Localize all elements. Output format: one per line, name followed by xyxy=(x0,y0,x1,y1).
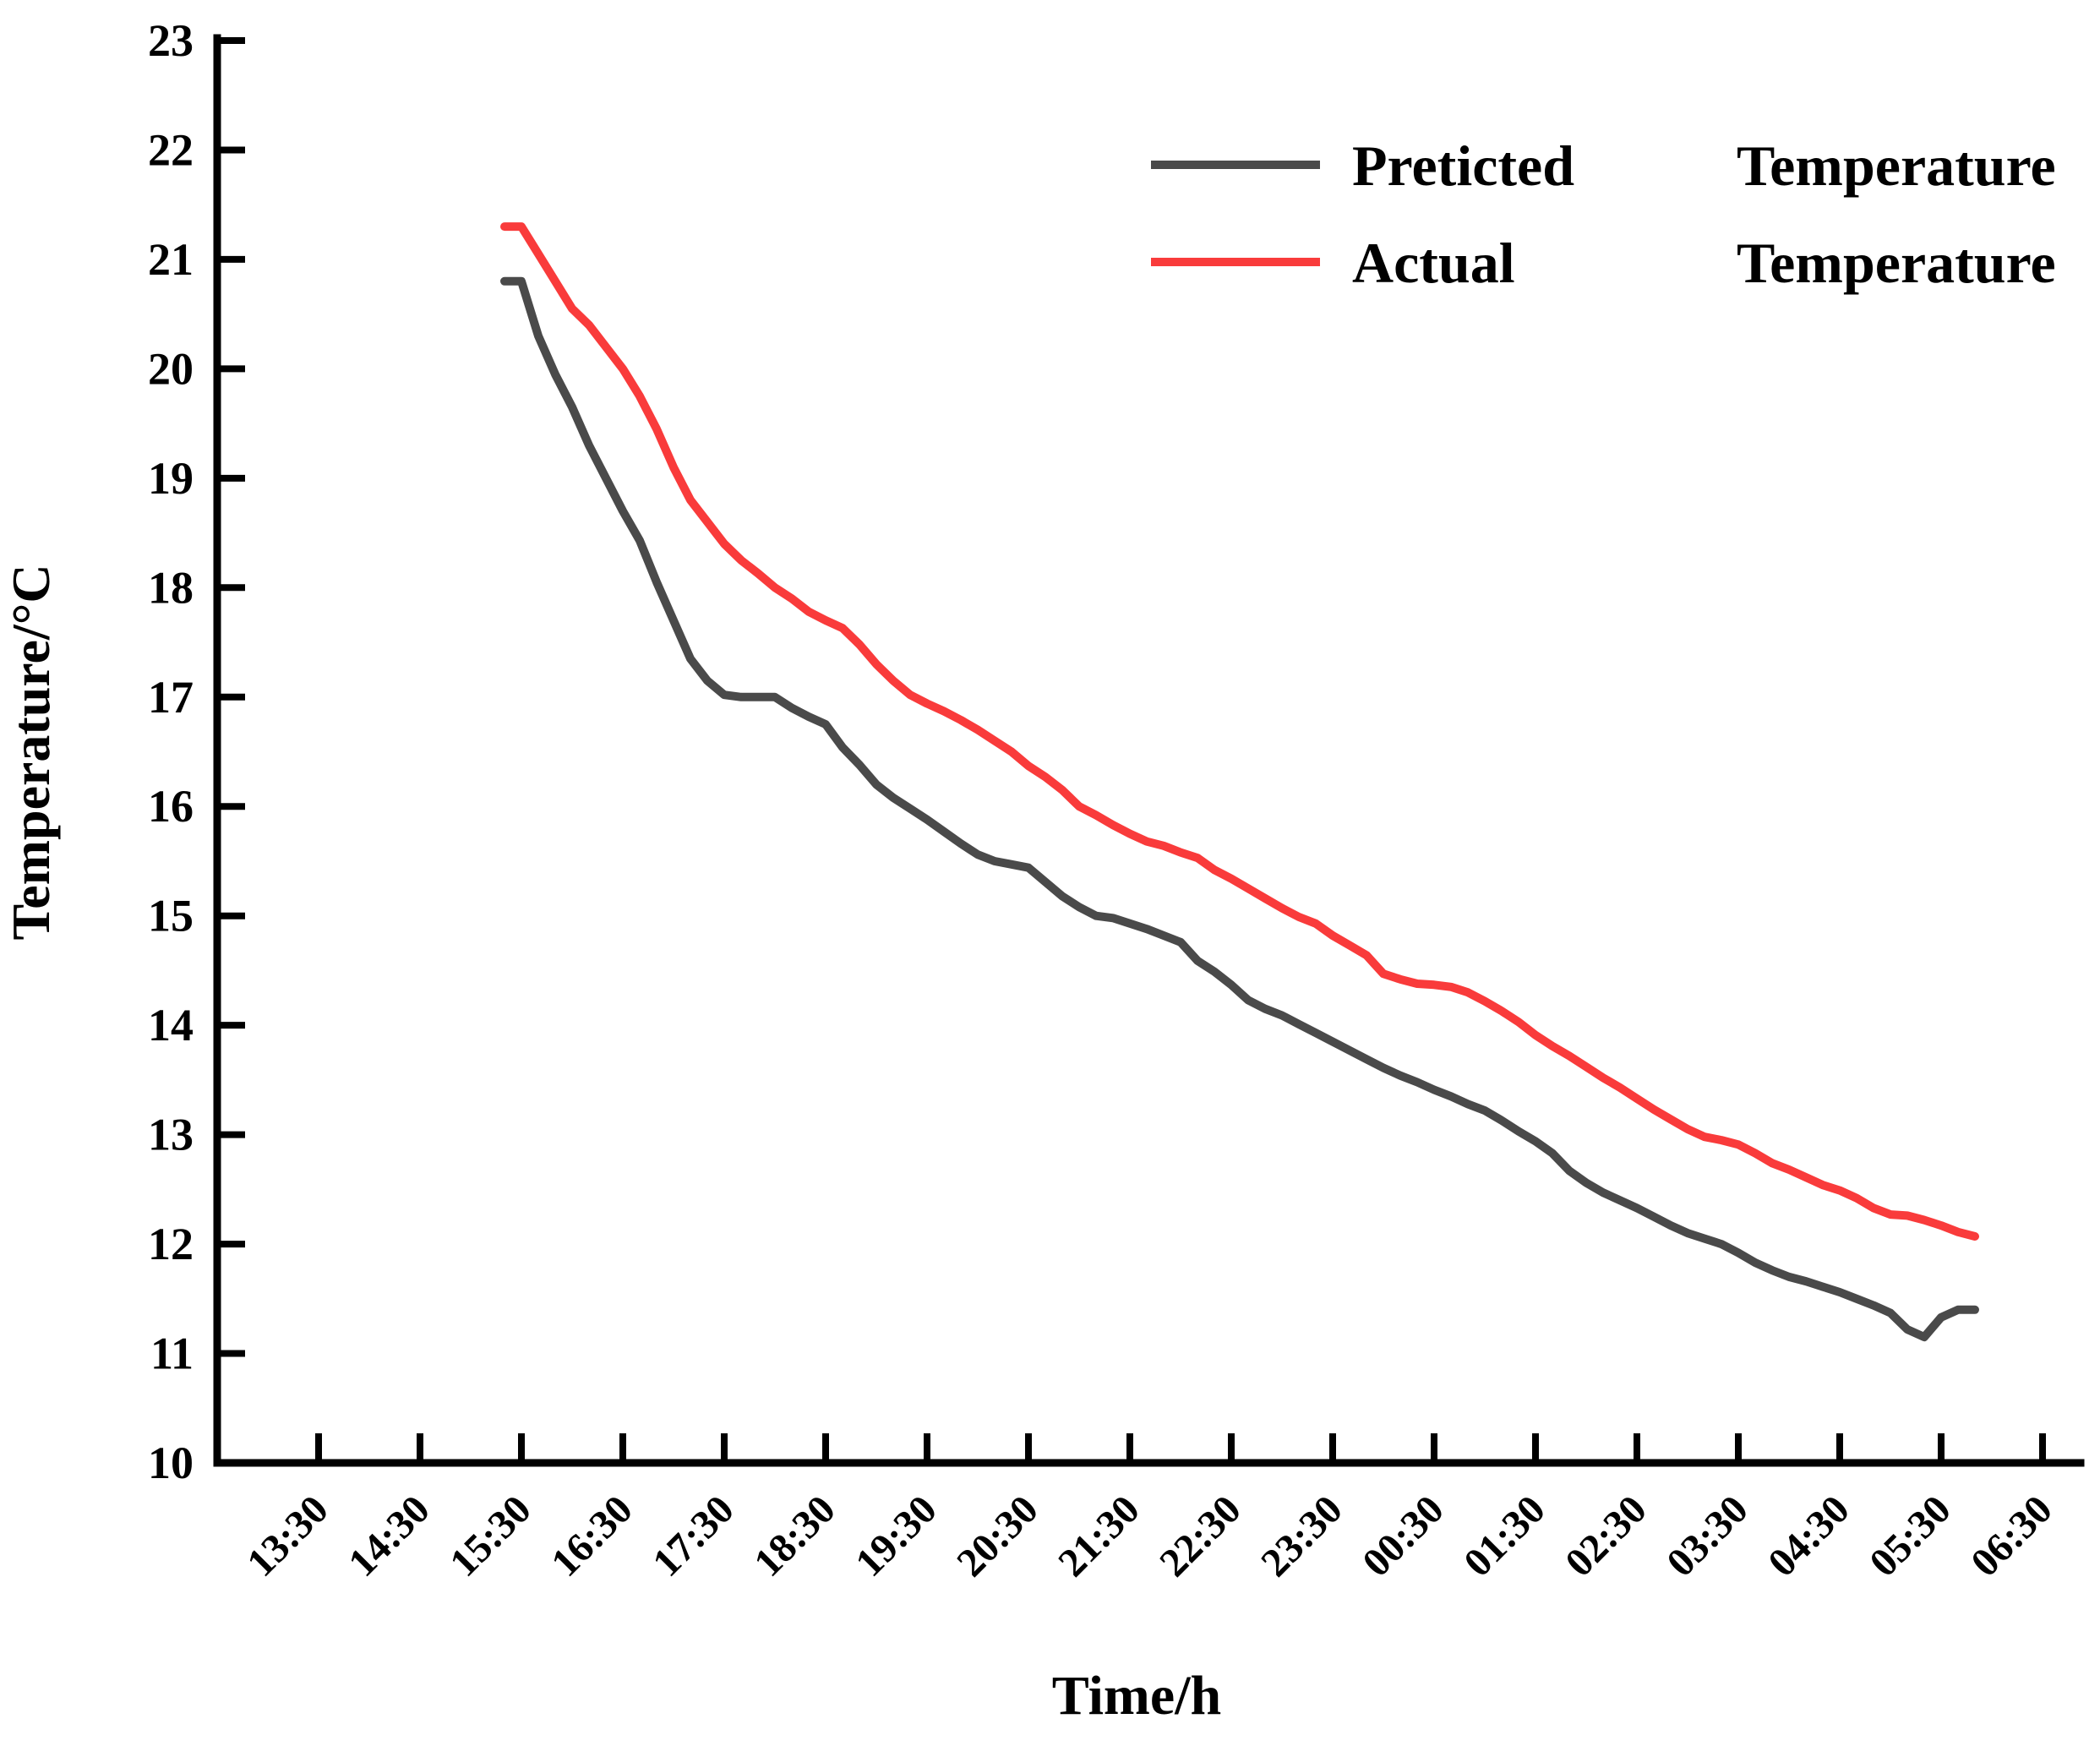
y-tick-label: 13 xyxy=(148,1110,194,1160)
x-tick-label: 13:30 xyxy=(238,1487,337,1585)
x-tick-label: 19:30 xyxy=(847,1487,946,1585)
y-tick-label: 17 xyxy=(148,672,194,723)
preticted-temperature-line xyxy=(500,276,1979,1342)
x-tick-label: 16:30 xyxy=(543,1487,641,1585)
legend: Preticted Temperature Actual Temperature xyxy=(1151,134,2056,295)
y-tick-label: 11 xyxy=(150,1329,194,1379)
y-tick-label: 22 xyxy=(148,124,194,175)
x-tick-label: 14:30 xyxy=(340,1487,439,1585)
x-tick-label: 02:30 xyxy=(1557,1487,1655,1585)
y-tick-label: 20 xyxy=(148,343,194,394)
x-tick-label: 21:30 xyxy=(1050,1487,1148,1585)
y-tick-label: 21 xyxy=(148,234,194,285)
x-tick-label: 22:30 xyxy=(1151,1487,1250,1585)
x-axis-title: Time/h xyxy=(1052,1665,1221,1727)
legend-label: Preticted Temperature xyxy=(1352,134,2056,198)
y-tick-label: 15 xyxy=(148,891,194,941)
y-tick-label: 12 xyxy=(148,1219,194,1269)
x-tick-label: 17:30 xyxy=(644,1487,743,1585)
x-tick-label: 20:30 xyxy=(948,1487,1047,1585)
y-tick-label: 10 xyxy=(148,1438,194,1488)
x-tick-label: 03:30 xyxy=(1658,1487,1757,1585)
x-tick-label: 04:30 xyxy=(1759,1487,1858,1585)
y-tick-label: 18 xyxy=(148,562,194,613)
legend-label: Actual Temperature xyxy=(1352,231,2056,295)
x-tick-label: 18:30 xyxy=(745,1487,844,1585)
x-tick-label: 00:30 xyxy=(1354,1487,1453,1585)
x-tick-label: 06:30 xyxy=(1962,1487,2061,1585)
x-tick-label: 15:30 xyxy=(441,1487,540,1585)
y-axis-title: Temperature/°C xyxy=(1,564,61,940)
x-tick-label: 05:30 xyxy=(1861,1487,1960,1585)
y-tick-label: 19 xyxy=(148,453,194,504)
x-tick-label: 23:30 xyxy=(1252,1487,1351,1585)
actual-temperature-line xyxy=(500,222,1979,1241)
y-tick-label: 23 xyxy=(148,15,194,66)
axes xyxy=(213,34,2085,1467)
y-tick-label: 16 xyxy=(148,781,194,832)
series-lines xyxy=(500,222,1979,1342)
x-tick-label: 01:30 xyxy=(1455,1487,1554,1585)
y-tick-label: 14 xyxy=(148,1000,194,1050)
